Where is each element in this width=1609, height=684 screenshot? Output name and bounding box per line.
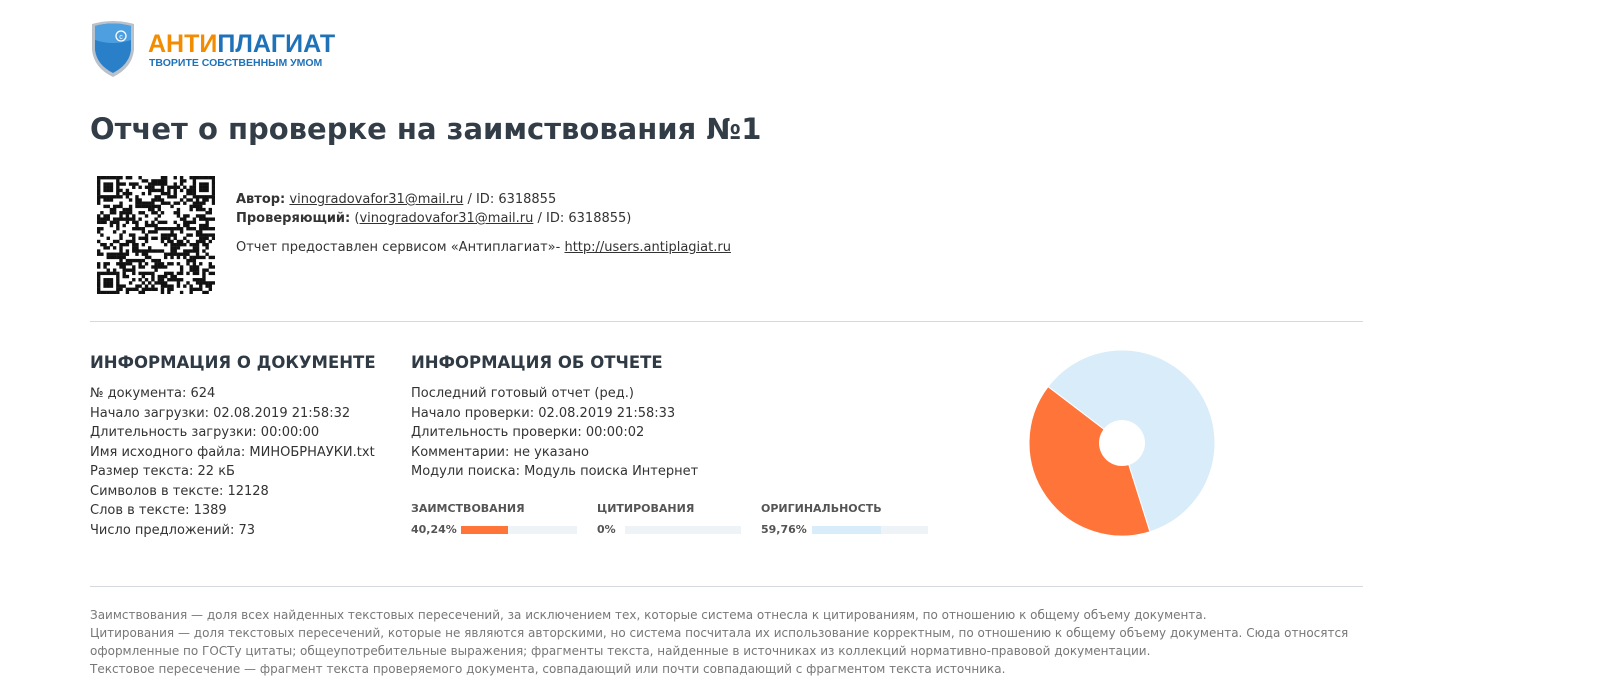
checker-email-link[interactable]: vinogradovafor31@mail.ru <box>359 211 534 226</box>
stat-borrowing: ЗАИМСТВОВАНИЯ 40,24% <box>411 502 577 536</box>
service-link[interactable]: http://users.antiplagiat.ru <box>564 240 731 255</box>
stat-originality: ОРИГИНАЛЬНОСТЬ 59,76% <box>761 502 928 536</box>
doc-info-item: Начало загрузки: 02.08.2019 21:58:32 <box>90 405 351 421</box>
definition-citations: Цитирования — доля текстовых пересечений… <box>90 626 1349 658</box>
doc-info-item: Длительность загрузки: 00:00:00 <box>90 425 320 440</box>
report-info-heading: ИНФОРМАЦИЯ ОБ ОТЧЕТЕ <box>411 353 663 372</box>
divider <box>90 321 1363 322</box>
report-info-list: Последний готовый отчет (ред.) Начало пр… <box>411 384 698 482</box>
doc-info-heading: ИНФОРМАЦИЯ О ДОКУМЕНТЕ <box>90 353 376 372</box>
doc-info-item: Слов в тексте: 1389 <box>90 503 227 518</box>
shield-logo-icon: c <box>92 21 134 77</box>
stat-bar <box>461 525 577 534</box>
originality-pie-chart <box>1028 349 1216 537</box>
divider <box>90 586 1363 587</box>
doc-info-item: Символов в тексте: 12128 <box>90 483 269 499</box>
stat-value: 59,76% <box>761 523 807 536</box>
page-title: Отчет о проверке на заимствования №1 <box>90 112 762 146</box>
svg-text:c: c <box>119 34 123 41</box>
checker-line: Проверяющий: (vinogradovafor31@mail.ru /… <box>236 211 632 226</box>
stat-label: ЦИТИРОВАНИЯ <box>597 502 695 515</box>
doc-info-item: Число предложений: 73 <box>90 522 256 538</box>
report-info-item: Комментарии: не указано <box>411 444 589 460</box>
stat-label: ЗАИМСТВОВАНИЯ <box>411 502 525 515</box>
stat-citations: ЦИТИРОВАНИЯ 0% <box>597 502 741 536</box>
doc-info-item: № документа: 624 <box>90 386 216 401</box>
report-info-item: Последний готовый отчет (ред.) <box>411 386 634 401</box>
doc-info-item: Размер текста: 22 кБ <box>90 464 235 479</box>
author-line: Автор: vinogradovafor31@mail.ru / ID: 63… <box>236 192 557 207</box>
stat-bar <box>625 525 741 534</box>
qr-code <box>97 176 215 294</box>
report-info-item: Модули поиска: Модуль поиска Интернет <box>411 464 699 479</box>
stat-label: ОРИГИНАЛЬНОСТЬ <box>761 502 882 515</box>
report-info-item: Длительность проверки: 00:00:02 <box>411 425 645 440</box>
stat-bar <box>812 525 928 534</box>
logo-tagline: ТВОРИТЕ СОБСТВЕННЫМ УМОМ <box>149 57 323 69</box>
pie-slice <box>1028 385 1151 537</box>
footer-definitions: Заимствования — доля всех найденных текс… <box>90 606 1380 678</box>
stat-value: 40,24% <box>411 523 457 536</box>
doc-info-item: Имя исходного файла: МИНОБРНАУКИ.txt <box>90 444 375 460</box>
provided-line: Отчет предоставлен сервисом «Антиплагиат… <box>236 240 731 255</box>
doc-info-list: № документа: 624 Начало загрузки: 02.08.… <box>90 384 375 540</box>
definition-text-intersection: Текстовое пересечение — фрагмент текста … <box>90 662 1006 676</box>
pie-center-hole <box>1099 420 1145 466</box>
author-email-link[interactable]: vinogradovafor31@mail.ru <box>289 192 464 207</box>
logo-wordmark: АНТИПЛАГИАТ <box>148 30 336 58</box>
report-info-item: Начало проверки: 02.08.2019 21:58:33 <box>411 405 676 421</box>
stat-value: 0% <box>597 523 616 536</box>
definition-borrowing: Заимствования — доля всех найденных текс… <box>90 608 1207 622</box>
